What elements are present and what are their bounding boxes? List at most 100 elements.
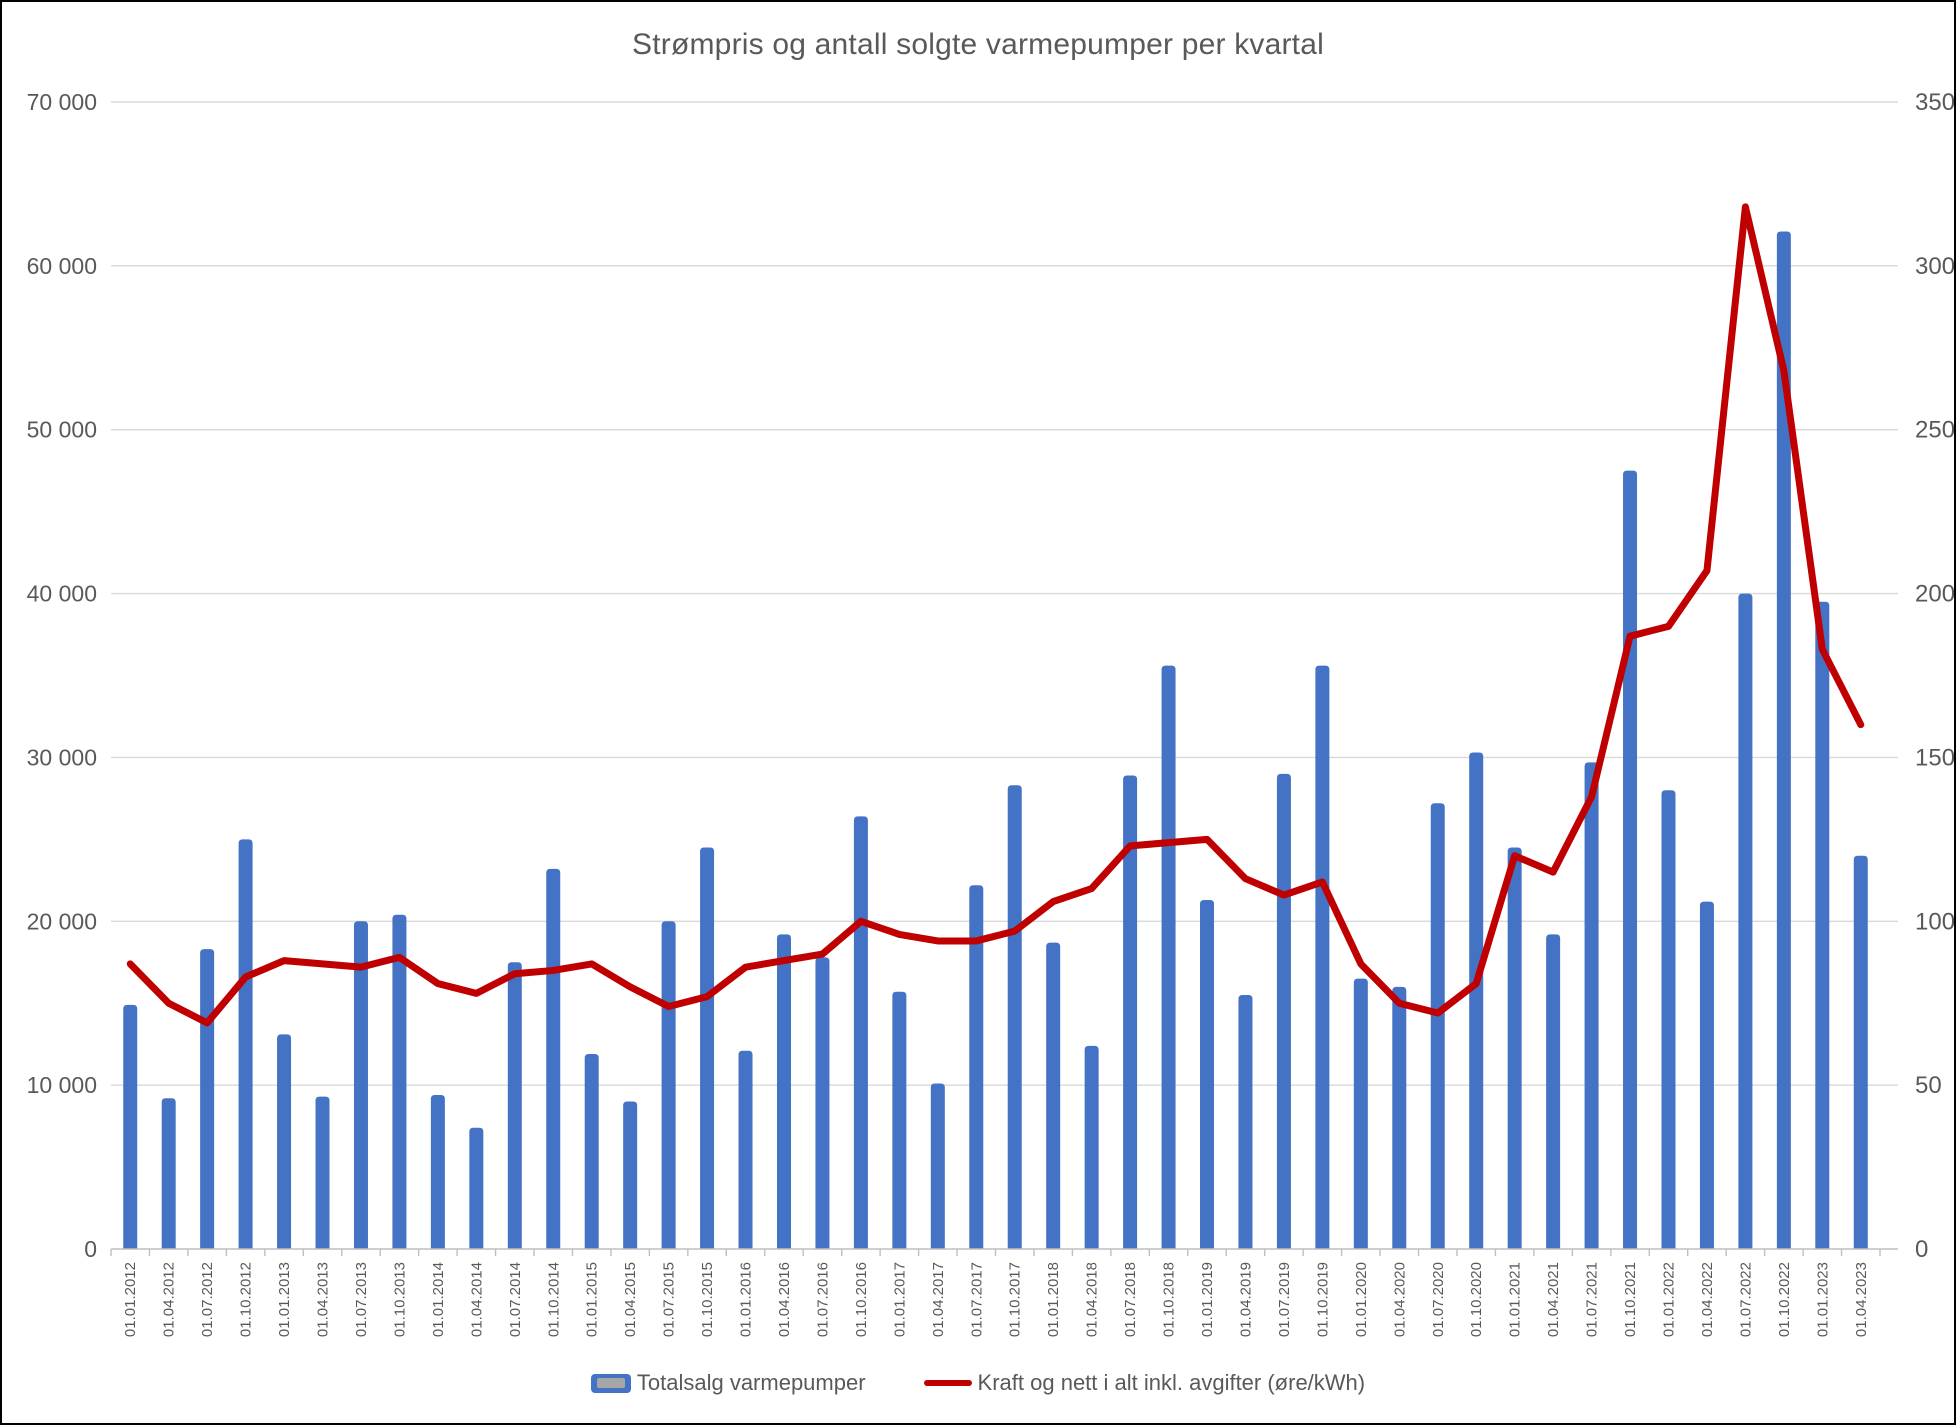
bar — [123, 1004, 138, 1249]
x-axis-label: 01.07.2021 — [1584, 1262, 1601, 1337]
x-axis-label: 01.01.2021 — [1507, 1262, 1524, 1337]
bar — [1046, 942, 1061, 1249]
x-axis-label: 01.04.2014 — [468, 1262, 485, 1337]
left-axis-label: 20 000 — [27, 908, 97, 934]
x-axis-label: 01.07.2015 — [661, 1262, 678, 1337]
right-axis-label: 350 — [1915, 89, 1955, 116]
x-axis-label: 01.07.2020 — [1430, 1262, 1447, 1337]
bar — [1161, 665, 1176, 1249]
bar — [1815, 601, 1830, 1249]
x-axis-label: 01.07.2017 — [968, 1262, 985, 1337]
x-axis-label: 01.01.2012 — [122, 1262, 139, 1337]
left-axis-label: 50 000 — [27, 417, 97, 443]
left-axis-label: 30 000 — [27, 744, 97, 770]
bar — [1238, 995, 1253, 1249]
bar — [1084, 1045, 1099, 1249]
x-axis-label: 01.04.2017 — [930, 1262, 947, 1337]
bar — [815, 957, 830, 1249]
bar — [1353, 978, 1368, 1249]
x-axis-label: 01.07.2018 — [1122, 1262, 1139, 1337]
x-axis-label: 01.07.2022 — [1737, 1262, 1754, 1337]
bar — [238, 839, 253, 1249]
bar — [1430, 803, 1445, 1249]
x-axis-label: 01.07.2013 — [353, 1262, 370, 1337]
x-axis-label: 01.04.2020 — [1391, 1262, 1408, 1337]
price-line — [126, 203, 1865, 1027]
x-axis-label: 01.04.2022 — [1699, 1262, 1716, 1337]
right-axis-label: 100 — [1915, 908, 1955, 935]
bar — [776, 934, 791, 1249]
x-axis-label: 01.07.2012 — [199, 1262, 216, 1337]
bar — [584, 1054, 599, 1249]
bar-series-swatch-inner — [596, 1378, 625, 1388]
bar — [969, 885, 984, 1249]
bar — [853, 816, 868, 1249]
x-axis-label: 01.01.2022 — [1660, 1262, 1677, 1337]
x-axis-label: 01.07.2016 — [814, 1262, 831, 1337]
bar — [507, 962, 522, 1249]
x-axis-label: 01.04.2013 — [315, 1262, 332, 1337]
bar-series-swatch-icon — [590, 1373, 631, 1393]
bar — [353, 921, 368, 1249]
x-axis-label: 01.04.2015 — [622, 1262, 639, 1337]
bar — [1507, 847, 1522, 1249]
x-axis-label: 01.07.2019 — [1276, 1262, 1293, 1337]
x-axis-label: 01.10.2013 — [391, 1262, 408, 1337]
x-axis-label: 01.07.2014 — [507, 1262, 524, 1337]
bar — [1699, 901, 1714, 1249]
legend-item-line-series: Kraft og nett i alt inkl. avgifter (øre/… — [923, 1370, 1366, 1396]
bar — [546, 868, 561, 1249]
x-axis-label: 01.10.2022 — [1776, 1262, 1793, 1337]
x-axis-label: 01.10.2020 — [1468, 1262, 1485, 1337]
x-axis-label: 01.01.2019 — [1199, 1262, 1216, 1337]
right-axis-label: 200 — [1915, 581, 1955, 608]
left-axis-label: 60 000 — [27, 253, 97, 279]
x-axis-label: 01.04.2018 — [1084, 1262, 1101, 1337]
bar — [469, 1127, 484, 1249]
bar — [1200, 899, 1215, 1249]
bar — [623, 1101, 638, 1249]
bar — [1623, 470, 1638, 1249]
x-axis-label: 01.01.2023 — [1814, 1262, 1831, 1337]
bar — [1007, 785, 1022, 1249]
x-axis-label: 01.01.2013 — [276, 1262, 293, 1337]
left-axis-label: 10 000 — [27, 1072, 97, 1098]
bar — [1776, 231, 1791, 1249]
legend-label-line-series: Kraft og nett i alt inkl. avgifter (øre/… — [977, 1370, 1366, 1395]
x-axis-label: 01.01.2014 — [430, 1262, 447, 1337]
right-axis-label: 250 — [1915, 417, 1955, 444]
x-axis-label: 01.10.2015 — [699, 1262, 716, 1337]
x-axis-label: 01.10.2021 — [1622, 1262, 1639, 1337]
x-axis-label: 01.10.2014 — [545, 1262, 562, 1337]
bar — [430, 1094, 445, 1249]
x-axis-label: 01.04.2012 — [161, 1262, 178, 1337]
x-axis-label: 01.10.2018 — [1161, 1262, 1178, 1337]
left-axis-label: 70 000 — [27, 89, 97, 115]
bar — [1315, 665, 1330, 1249]
x-axis-label: 01.10.2012 — [238, 1262, 255, 1337]
bar — [1123, 775, 1138, 1249]
bar — [1584, 762, 1599, 1249]
bar — [892, 991, 907, 1249]
right-axis-label: 150 — [1915, 744, 1955, 771]
bar — [1392, 986, 1407, 1249]
left-axis-label: 40 000 — [27, 581, 97, 607]
line-series-swatch-icon — [923, 1380, 972, 1386]
x-axis-label: 01.01.2018 — [1045, 1262, 1062, 1337]
bar — [315, 1096, 330, 1249]
bar — [1276, 773, 1291, 1249]
bar — [1546, 934, 1561, 1249]
x-axis-label: 01.10.2019 — [1314, 1262, 1331, 1337]
legend-item-bar-series: Totalsalg varmepumper — [590, 1370, 866, 1396]
x-axis-label: 01.01.2016 — [738, 1262, 755, 1337]
chart-legend: Totalsalg varmepumper Kraft og nett i al… — [2, 1370, 1954, 1396]
right-axis-label: 50 — [1915, 1072, 1942, 1099]
left-axis-label: 0 — [84, 1236, 97, 1262]
x-axis-label: 01.10.2017 — [1007, 1262, 1024, 1337]
bar — [392, 914, 407, 1249]
bar — [277, 1034, 292, 1249]
x-axis-label: 01.01.2020 — [1353, 1262, 1370, 1337]
bar — [738, 1050, 753, 1249]
